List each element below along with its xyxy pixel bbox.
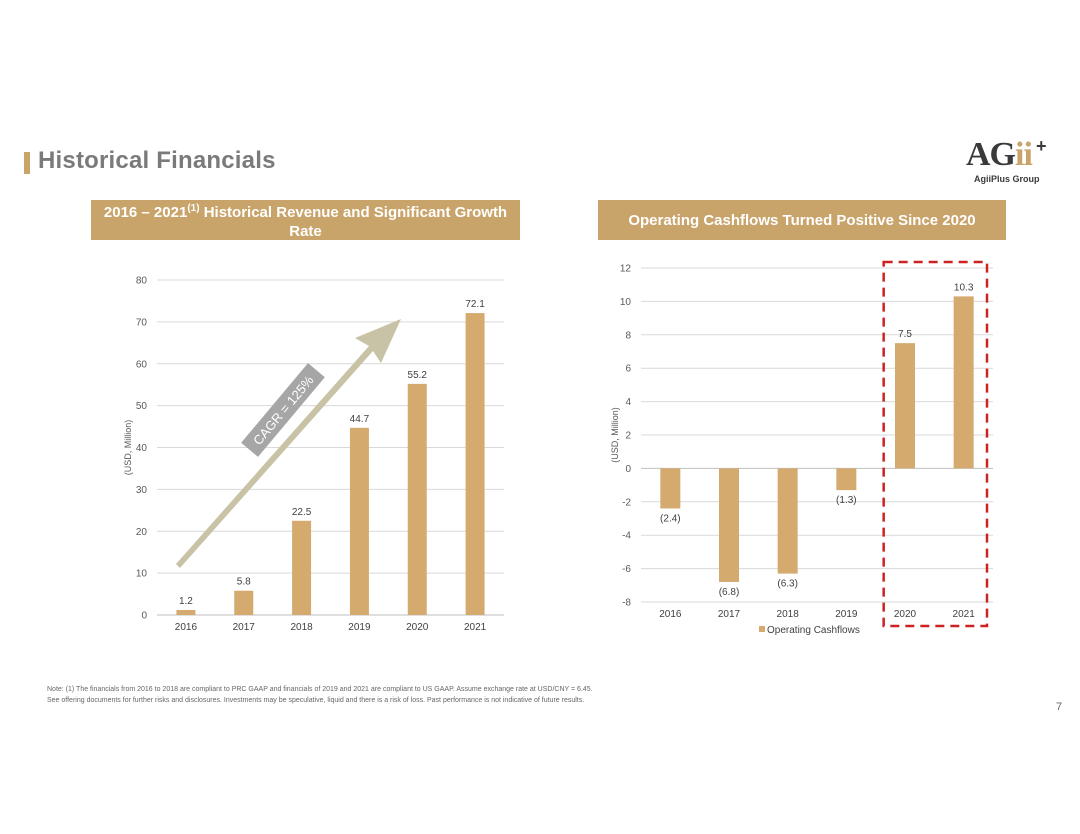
cashflow-ytick-label: -6 <box>622 564 631 575</box>
growth-arrow <box>176 319 401 568</box>
revenue-xtick-label-2020: 2020 <box>406 622 429 633</box>
revenue-xtick-label-2017: 2017 <box>233 622 256 633</box>
cashflow-bar-2016 <box>660 468 681 509</box>
cashflow-legend-label: Operating Cashflows <box>767 625 860 636</box>
revenue-xtick-label-2019: 2019 <box>348 622 371 633</box>
cashflow-bar-2020 <box>895 343 915 469</box>
cashflow-ytick-label: 12 <box>620 264 632 275</box>
cashflow-ytick-label: -8 <box>622 598 631 609</box>
page-number: 7 <box>1056 701 1063 713</box>
revenue-ytick-label: 10 <box>136 569 148 580</box>
cashflow-chart-header: Operating Cashflows Turned Positive Sinc… <box>598 200 1006 240</box>
cashflow-xtick-label-2021: 2021 <box>953 609 976 620</box>
cashflow-ytick-label: -2 <box>622 497 631 508</box>
cashflow-ytick-label: 2 <box>625 431 631 442</box>
cashflow-data-label-2018: (6.3) <box>777 579 798 590</box>
cashflow-xtick-label-2017: 2017 <box>718 609 741 620</box>
revenue-ytick-label: 50 <box>136 401 148 412</box>
revenue-ytick-label: 60 <box>136 359 148 370</box>
cashflow-xtick-label-2020: 2020 <box>894 609 917 620</box>
logo-ag: AG <box>966 136 1016 173</box>
revenue-bar-2019 <box>349 427 369 615</box>
revenue-ytick-label: 70 <box>136 317 148 328</box>
cashflow-bar-2017 <box>719 468 739 582</box>
cashflow-ylabel: (USD, Million) <box>610 407 620 463</box>
cashflow-bar-2021 <box>953 296 974 469</box>
revenue-ytick-label: 80 <box>136 276 148 287</box>
revenue-bar-2020 <box>407 383 427 615</box>
highlight-dashed-box <box>882 260 989 628</box>
revenue-ylabel: (USD, Million) <box>123 420 133 476</box>
revenue-xtick-label-2018: 2018 <box>290 622 313 633</box>
cashflow-legend-swatch <box>759 626 765 632</box>
revenue-bar-2021 <box>465 313 485 615</box>
revenue-ytick-label: 20 <box>136 527 148 538</box>
cashflow-data-label-2021: 10.3 <box>954 282 974 293</box>
cashflow-ytick-label: 6 <box>625 364 631 375</box>
agiiplus-logo: AGii + AgiiPlus Group <box>962 136 1054 186</box>
footnote: Note: (1) The financials from 2016 to 20… <box>47 684 593 706</box>
revenue-chart-header: 2016 – 2021(1) Historical Revenue and Si… <box>91 200 520 240</box>
cashflow-ytick-label: 10 <box>620 297 632 308</box>
revenue-title-years: 2016 – 2021 <box>103 204 188 221</box>
cashflow-data-label-2019: (1.3) <box>836 495 857 506</box>
cashflow-ytick-label: -4 <box>622 531 631 542</box>
revenue-data-label-2020: 55.2 <box>408 370 428 381</box>
revenue-bar-2018 <box>292 520 312 615</box>
cashflow-data-label-2017: (6.8) <box>719 587 740 598</box>
revenue-chart-title: 2016 – 2021(1) Historical Revenue and Si… <box>91 199 520 241</box>
page-title: Historical Financials <box>38 147 276 174</box>
revenue-data-label-2017: 5.8 <box>237 577 251 588</box>
cashflow-ytick-label: 8 <box>625 330 631 341</box>
cashflow-ytick-label: 4 <box>625 397 631 408</box>
revenue-xtick-label-2021: 2021 <box>464 622 487 633</box>
cashflow-xtick-label-2016: 2016 <box>659 609 682 620</box>
revenue-data-label-2016: 1.2 <box>179 596 193 607</box>
revenue-xtick-label-2016: 2016 <box>175 622 198 633</box>
cashflow-bar-2018 <box>777 468 798 574</box>
title-accent-bar <box>24 152 30 174</box>
cashflow-xtick-label-2018: 2018 <box>777 609 800 620</box>
cashflow-data-label-2020: 7.5 <box>898 329 912 340</box>
footnote-line-1: Note: (1) The financials from 2016 to 20… <box>47 686 593 693</box>
cashflow-data-label-2016: (2.4) <box>660 513 681 524</box>
revenue-data-label-2021: 72.1 <box>465 299 485 310</box>
revenue-data-label-2018: 22.5 <box>292 507 312 518</box>
revenue-title-text: Historical Revenue and Significant Growt… <box>199 204 508 240</box>
revenue-data-label-2019: 44.7 <box>350 414 370 425</box>
footnote-line-2: See offering documents for further risks… <box>47 697 585 704</box>
cashflow-ytick-label: 0 <box>625 464 631 475</box>
revenue-title-footnote: (1) <box>187 203 200 214</box>
logo-plus: + <box>1036 136 1047 156</box>
cashflow-chart-title: Operating Cashflows Turned Positive Sinc… <box>628 211 976 229</box>
revenue-bar-2016 <box>176 609 196 615</box>
logo-ii: ii <box>1015 136 1033 173</box>
revenue-bar-2017 <box>234 590 254 615</box>
cashflow-bar-2019 <box>836 468 857 491</box>
revenue-ytick-label: 40 <box>136 443 148 454</box>
logo-wordmark: AGii <box>966 136 1033 174</box>
revenue-ytick-label: 30 <box>136 485 148 496</box>
cagr-annotation-box <box>241 363 325 457</box>
cashflow-xtick-label-2019: 2019 <box>835 609 858 620</box>
logo-subtitle: AgiiPlus Group <box>974 174 1040 184</box>
revenue-ytick-label: 0 <box>141 611 147 622</box>
cagr-annotation-text: CAGR = 125% <box>250 372 317 448</box>
